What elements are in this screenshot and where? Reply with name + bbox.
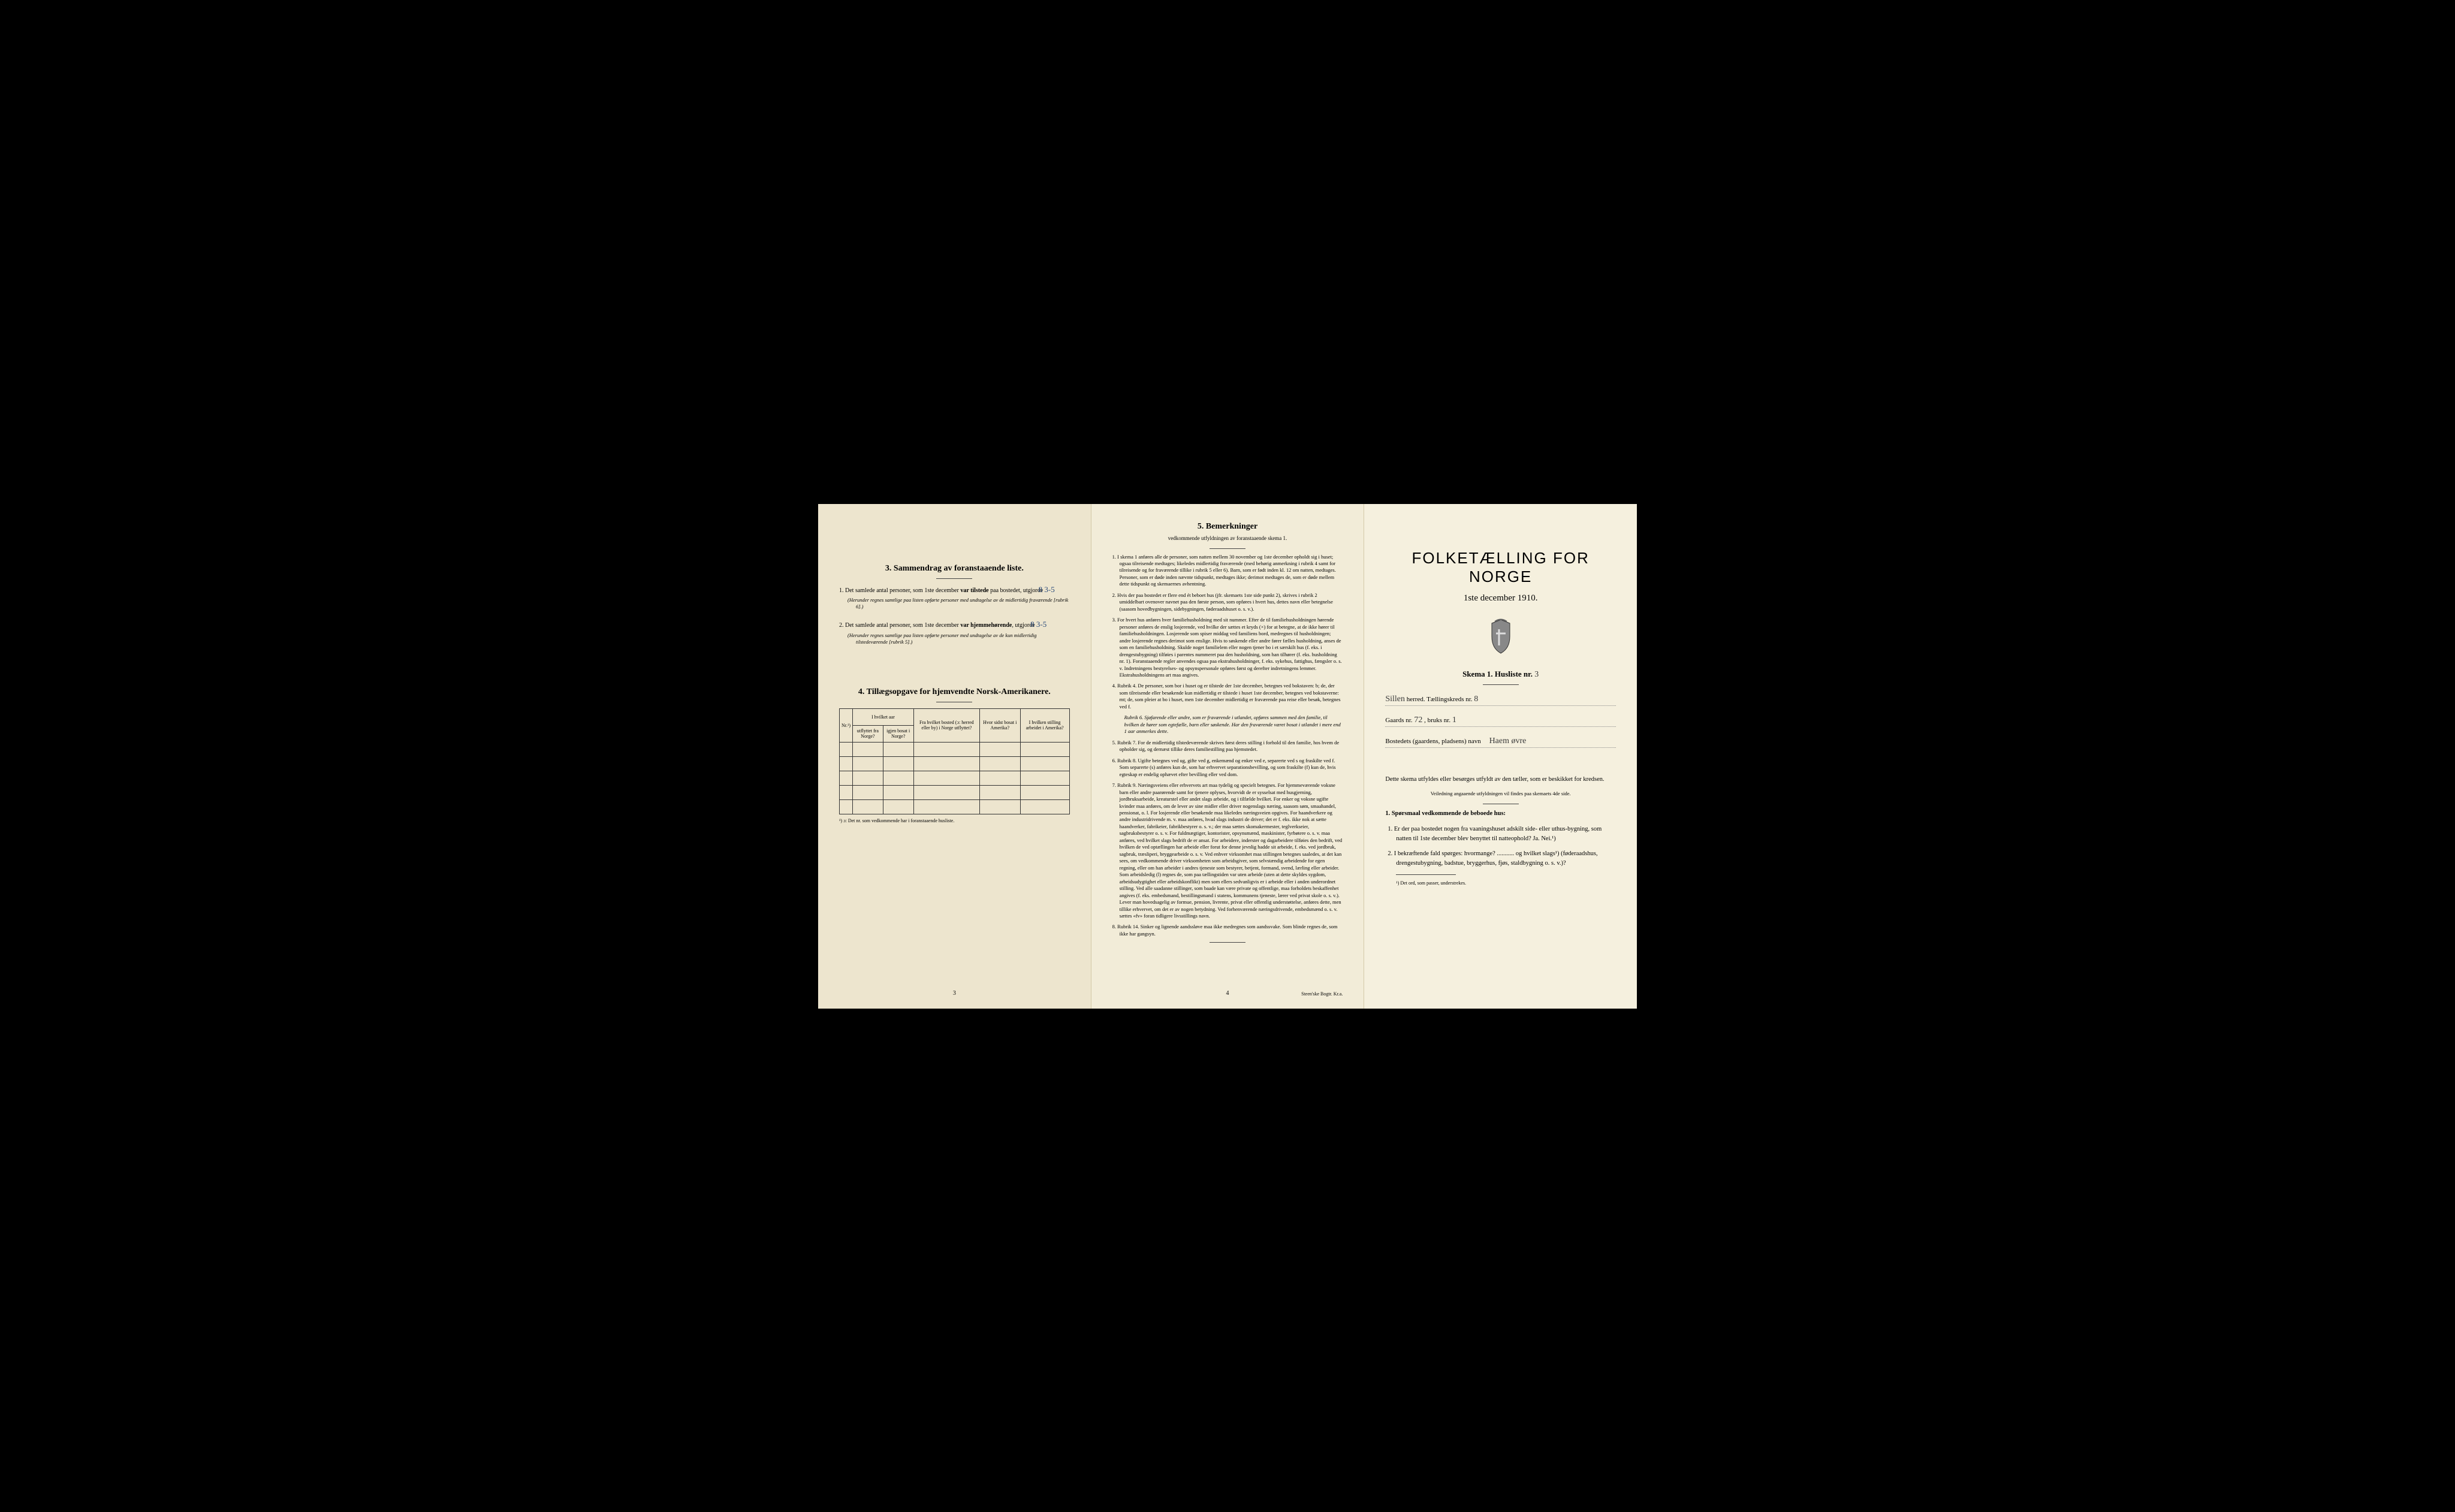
- section4-footnote: ¹) ɔ: Det nr. som vedkommende har i fora…: [839, 818, 1070, 823]
- section-4-header: 4. Tillægsopgave for hjemvendte Norsk-Am…: [839, 687, 1070, 697]
- divider: [1483, 684, 1519, 685]
- gaards-label: Gaards nr.: [1385, 717, 1412, 724]
- census-document: 3. Sammendrag av foranstaaende liste. 1.…: [818, 504, 1637, 1009]
- item1-suffix: paa bostedet, utgjorde: [989, 587, 1045, 594]
- col-stilling: I hvilken stilling arbeidet i Amerika?: [1020, 708, 1069, 742]
- instruction: Dette skema utfyldes eller besørges utfy…: [1385, 775, 1616, 784]
- kreds-nr: 8: [1474, 695, 1478, 704]
- bruks-label: , bruks nr.: [1424, 717, 1450, 724]
- gaards-row: Gaards nr. 72 , bruks nr. 1: [1385, 716, 1616, 727]
- item1-bold: var tilstede: [960, 587, 988, 594]
- question-1: 1. Er der paa bostedet nogen fra vaaning…: [1385, 825, 1616, 844]
- skema-label: Skema 1. Husliste nr.: [1462, 669, 1533, 678]
- page-number-4: 4: [1226, 990, 1229, 997]
- herred-row: Sillen herred. Tællingskreds nr. 8: [1385, 695, 1616, 706]
- emigrant-tbody: [840, 742, 1070, 814]
- remark-8: 8. Rubrik 14. Sinker og lignende aandssl…: [1112, 924, 1343, 937]
- norway-crest-icon: [1486, 618, 1516, 654]
- table-row: [840, 771, 1070, 785]
- remark-3: 3. For hvert hus anføres hver familiehus…: [1112, 617, 1343, 678]
- divider: [1396, 874, 1456, 875]
- table-row: [840, 785, 1070, 799]
- herred-value: Sillen: [1385, 695, 1405, 704]
- item2-text: 2. Det samlede antal personer, som 1ste …: [839, 622, 960, 629]
- summary-item-1: 1. Det samlede antal personer, som 1ste …: [839, 584, 1070, 611]
- divider: [936, 578, 972, 579]
- section-3-header: 3. Sammendrag av foranstaaende liste.: [839, 564, 1070, 574]
- summary-item-2: 2. Det samlede antal personer, som 1ste …: [839, 618, 1070, 645]
- question-2: 2. I bekræftende fald spørges: hvormange…: [1385, 849, 1616, 868]
- remark-4: 4. Rubrik 4. De personer, som bor i huse…: [1112, 683, 1343, 710]
- col-utflyttet: utflyttet fra Norge?: [853, 725, 883, 742]
- emigrant-table: Nr.¹) I hvilket aar Fra hvilket bosted (…: [839, 708, 1070, 814]
- item2-note: (Herunder regnes samtlige paa listen opf…: [848, 632, 1070, 645]
- table-row: [840, 799, 1070, 814]
- item1-note: (Herunder regnes samtlige paa listen opf…: [848, 597, 1070, 610]
- hjemme-count: 8 3-5: [1036, 618, 1054, 630]
- section-5-subheader: vedkommende utfyldningen av foranstaaend…: [1112, 535, 1343, 541]
- section-5-header: 5. Bemerkninger: [1112, 522, 1343, 532]
- bosted-row: Bostedets (gaardens, pladsens) navn Haem…: [1385, 737, 1616, 748]
- right-body: Dette skema utfyldes eller besørges utfy…: [1385, 775, 1616, 887]
- instruction-sub: Veiledning angaaende utfyldningen vil fi…: [1385, 790, 1616, 798]
- col-igjen-bosat: igjen bosat i Norge?: [883, 725, 913, 742]
- col-fra-bosted: Fra hvilket bosted (ɔ: herred eller by) …: [913, 708, 979, 742]
- herred-label: herred. Tællingskreds nr.: [1407, 696, 1473, 703]
- panel-section-5: 5. Bemerkninger vedkommende utfyldningen…: [1091, 504, 1365, 1009]
- bosted-value: Haem øvre: [1489, 737, 1527, 746]
- divider: [1210, 548, 1245, 549]
- item2-bold: var hjemmehørende: [960, 622, 1012, 629]
- panel-title-page: FOLKETÆLLING FOR NORGE 1ste december 191…: [1364, 504, 1637, 1009]
- rubrik-6: Rubrik 6. Sjøfarende eller andre, som er…: [1112, 714, 1343, 735]
- section-4: 4. Tillægsopgave for hjemvendte Norsk-Am…: [839, 687, 1070, 823]
- printer-credit: Steen'ske Bogtr. Kr.a.: [1301, 991, 1343, 997]
- tilstede-count: 8 3-5: [1045, 584, 1063, 596]
- q-header: 1. Spørsmaal vedkommende de beboede hus:: [1385, 810, 1506, 817]
- table-row: [840, 742, 1070, 756]
- page-number-3: 3: [953, 990, 956, 997]
- skema-line: Skema 1. Husliste nr. 3: [1385, 669, 1616, 680]
- col-sidst-bosat: Hvor sidst bosat i Amerika?: [979, 708, 1020, 742]
- remarks-list: 1. I skema 1 anføres alle de personer, s…: [1112, 554, 1343, 938]
- main-title: FOLKETÆLLING FOR NORGE: [1385, 549, 1616, 586]
- remark-5: 5. Rubrik 7. For de midlertidig tilstede…: [1112, 740, 1343, 753]
- col-nr: Nr.¹): [840, 708, 853, 742]
- item1-text: 1. Det samlede antal personer, som 1ste …: [839, 587, 960, 594]
- col-year-group: I hvilket aar: [853, 708, 914, 725]
- table-row: [840, 756, 1070, 771]
- bosted-label: Bostedets (gaardens, pladsens) navn: [1385, 738, 1480, 745]
- gaards-nr: 72: [1414, 716, 1422, 725]
- remark-7: 7. Rubrik 9. Næringsveiens eller erhverv…: [1112, 782, 1343, 919]
- q1-text: 1. Er der paa bostedet nogen fra vaaning…: [1388, 826, 1602, 842]
- remark-1: 1. I skema 1 anføres alle de personer, s…: [1112, 554, 1343, 588]
- right-footnote: ¹) Det ord, som passer, understrekes.: [1385, 880, 1616, 887]
- remark-6: 6. Rubrik 8. Ugifte betegnes ved ug, gif…: [1112, 757, 1343, 778]
- panel-section-3-4: 3. Sammendrag av foranstaaende liste. 1.…: [818, 504, 1091, 1009]
- husliste-nr: 3: [1534, 670, 1539, 679]
- subtitle: 1ste december 1910.: [1385, 593, 1616, 603]
- bruks-nr: 1: [1452, 716, 1456, 725]
- remark-2: 2. Hvis der paa bostedet er flere end ét…: [1112, 592, 1343, 612]
- divider: [1210, 942, 1245, 943]
